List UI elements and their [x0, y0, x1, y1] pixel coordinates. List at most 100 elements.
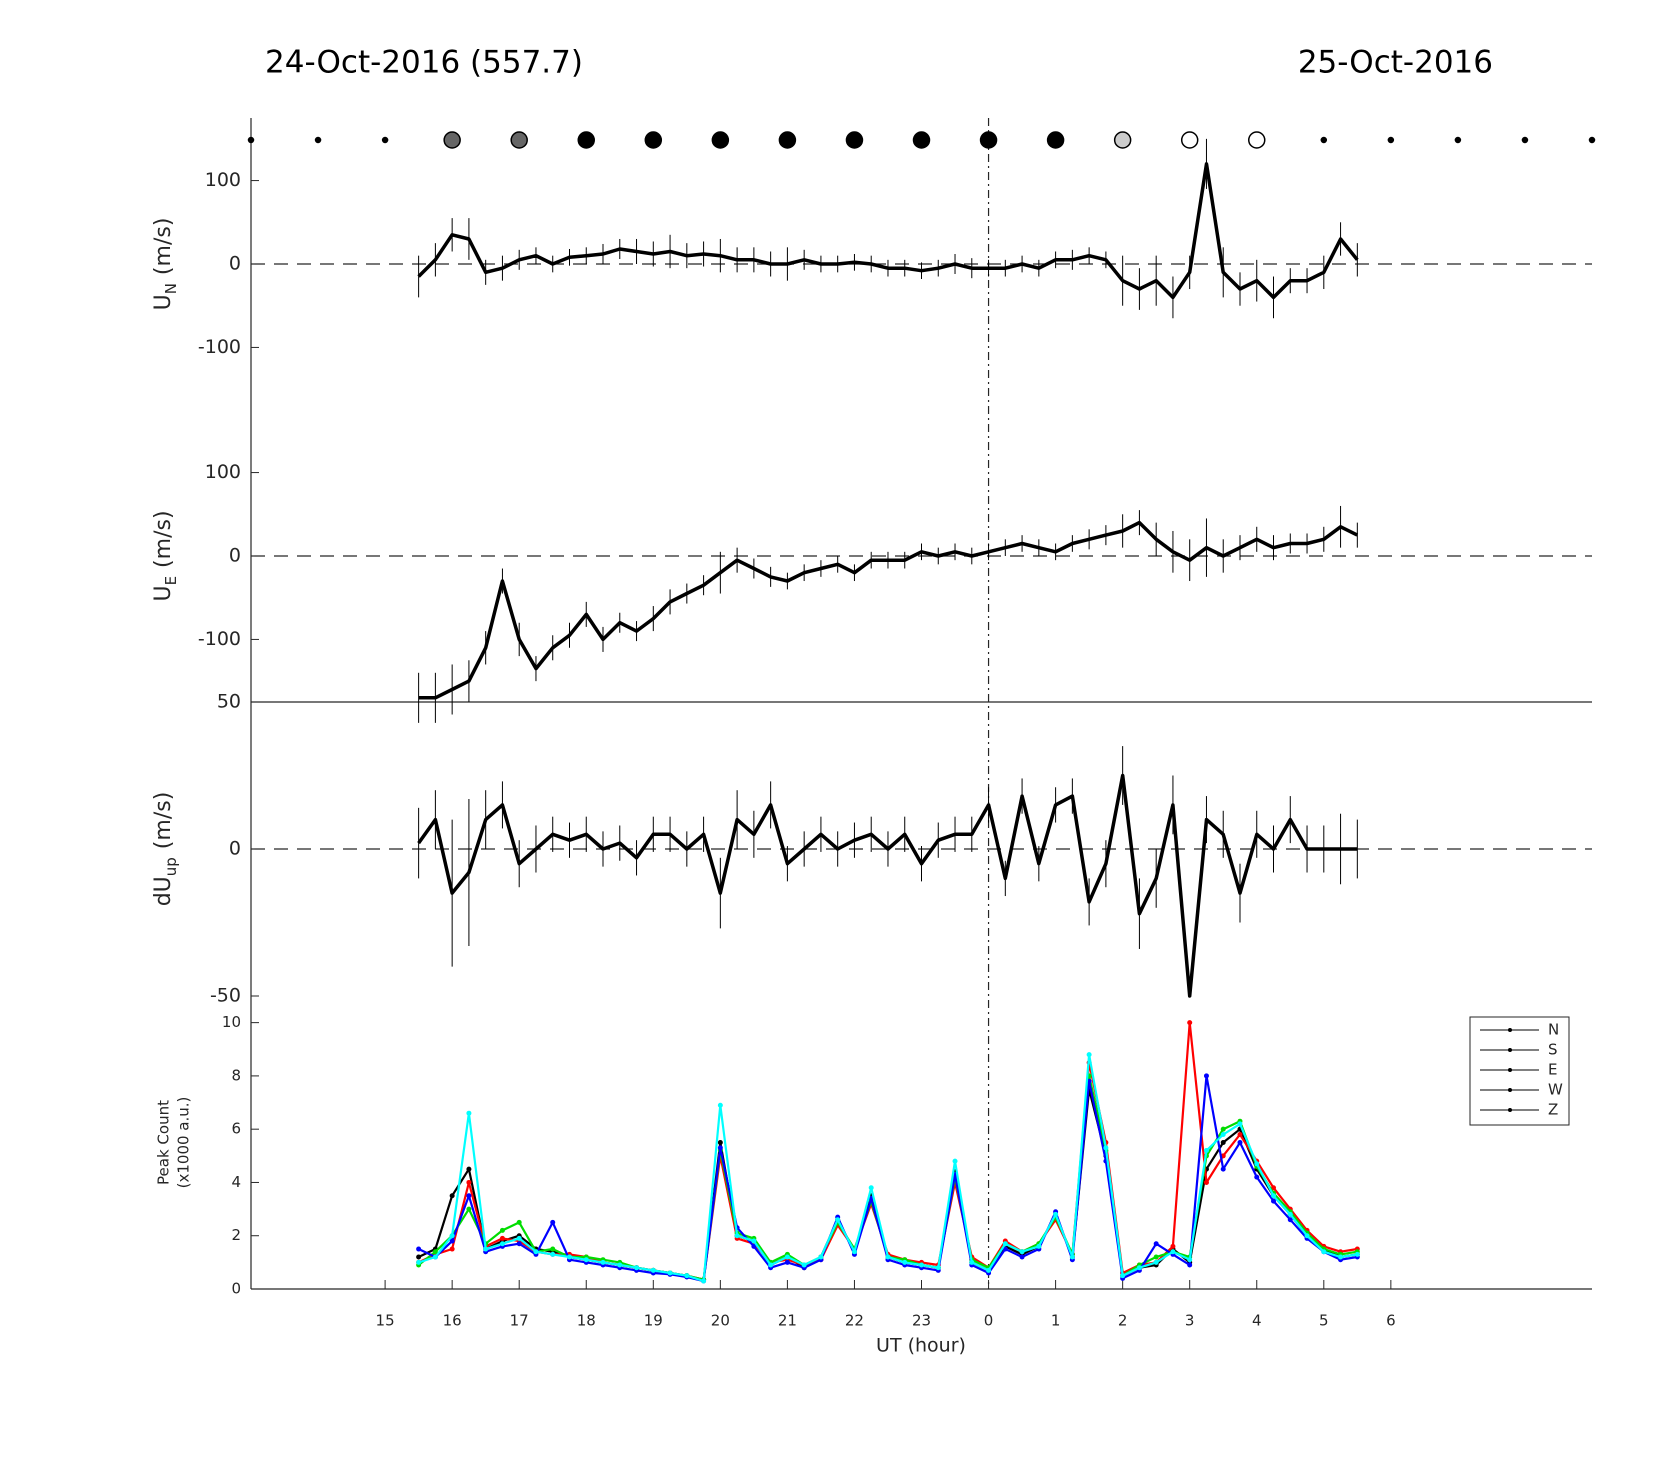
- data-point: [784, 1259, 790, 1265]
- data-point: [550, 1251, 556, 1257]
- sky-marker: [1521, 136, 1529, 144]
- data-point: [1153, 1241, 1159, 1247]
- y-tick-label: 50: [217, 691, 241, 713]
- y-tick-label: -100: [198, 628, 241, 650]
- data-point: [1019, 1249, 1025, 1255]
- legend-marker: [1508, 1068, 1512, 1072]
- x-tick-label: 19: [644, 1312, 663, 1330]
- y-tick-label: -50: [210, 985, 241, 1007]
- data-point: [751, 1243, 757, 1249]
- sky-marker: [1454, 136, 1462, 144]
- data-point: [650, 1267, 656, 1273]
- data-point: [499, 1241, 505, 1247]
- sky-marker: [577, 131, 595, 149]
- data-point: [466, 1110, 472, 1116]
- data-point: [416, 1259, 422, 1265]
- data-point: [851, 1249, 857, 1255]
- y-axis-label: dUup (m/s): [151, 792, 180, 907]
- data-point: [1220, 1140, 1226, 1145]
- sky-marker: [510, 131, 528, 149]
- data-point: [634, 1265, 640, 1271]
- data-point: [1287, 1211, 1293, 1217]
- sky-marker: [845, 131, 864, 149]
- data-point: [1053, 1211, 1059, 1217]
- data-point: [1220, 1166, 1226, 1172]
- y-label-unit: (m/s): [151, 792, 176, 849]
- data-line: [417, 773, 1358, 998]
- x-tick-label: 0: [984, 1312, 994, 1330]
- legend-label: E: [1548, 1061, 1557, 1079]
- data-line: [418, 520, 1359, 700]
- y-tick-label: 4: [231, 1173, 241, 1191]
- data-point: [1354, 1251, 1360, 1257]
- legend-box: [1469, 1016, 1570, 1126]
- data-point: [717, 1145, 723, 1151]
- y-label-main: U: [151, 585, 176, 601]
- y-axis-label: Peak Count: [155, 1100, 173, 1185]
- data-point: [734, 1233, 740, 1239]
- data-point: [1019, 1254, 1025, 1260]
- y-label-sub: N: [162, 283, 180, 294]
- data-point: [751, 1238, 757, 1244]
- y-label-sub: E: [162, 576, 180, 585]
- data-point: [1271, 1198, 1277, 1204]
- x-tick-label: 23: [912, 1312, 931, 1330]
- data-point: [667, 1270, 673, 1276]
- legend-marker: [1508, 1108, 1512, 1112]
- title-left: 24-Oct-2016 (557.7): [265, 45, 583, 81]
- sky-marker: [1248, 131, 1266, 149]
- data-point: [1220, 1132, 1226, 1138]
- data-point: [684, 1273, 690, 1279]
- y-tick-label: 0: [229, 838, 241, 860]
- data-point: [768, 1262, 774, 1268]
- data-point: [449, 1233, 455, 1239]
- y-label-unit: (m/s): [151, 510, 176, 567]
- legend-label: S: [1548, 1041, 1558, 1059]
- y-tick-label: 100: [205, 169, 241, 191]
- data-point: [1203, 1073, 1209, 1079]
- data-point: [550, 1246, 556, 1252]
- legend-marker: [1508, 1028, 1512, 1032]
- x-tick-label: 20: [711, 1312, 730, 1330]
- x-tick-label: 1: [1051, 1312, 1061, 1330]
- data-point: [1271, 1193, 1277, 1199]
- data-point: [1237, 1121, 1243, 1127]
- y-label-main: U: [151, 294, 176, 310]
- y-tick-label: 0: [229, 253, 241, 275]
- data-point: [935, 1265, 941, 1271]
- y-label-unit: (m/s): [151, 218, 176, 275]
- x-tick-label: 15: [376, 1312, 395, 1330]
- sky-marker: [912, 131, 931, 149]
- data-point: [416, 1254, 422, 1260]
- data-point: [449, 1238, 455, 1244]
- sky-marker: [443, 131, 461, 149]
- y-tick-label: 2: [231, 1226, 241, 1244]
- data-line: [417, 162, 1359, 300]
- data-point: [952, 1158, 958, 1164]
- data-point: [835, 1217, 841, 1223]
- data-point: [1237, 1132, 1243, 1138]
- sky-marker: [644, 131, 663, 149]
- data-point: [499, 1235, 505, 1241]
- data-point: [701, 1278, 707, 1284]
- sky-marker: [1320, 136, 1328, 144]
- data-point: [449, 1246, 455, 1252]
- x-tick-label: 18: [577, 1312, 596, 1330]
- legend-label: N: [1548, 1021, 1559, 1039]
- data-point: [717, 1102, 723, 1108]
- data-point: [1170, 1249, 1176, 1255]
- x-tick-label: 6: [1386, 1312, 1396, 1330]
- data-point: [1002, 1246, 1008, 1252]
- data-point: [717, 1140, 723, 1145]
- sky-marker: [1180, 131, 1199, 149]
- sky-marker: [1046, 131, 1065, 149]
- x-tick-label: 4: [1252, 1312, 1262, 1330]
- data-point: [1287, 1217, 1293, 1223]
- data-point: [902, 1259, 908, 1265]
- y-tick-label: 10: [222, 1013, 241, 1031]
- x-tick-label: 16: [443, 1312, 462, 1330]
- data-point: [1069, 1254, 1075, 1260]
- data-point: [1170, 1243, 1176, 1249]
- sky-marker: [1588, 136, 1596, 144]
